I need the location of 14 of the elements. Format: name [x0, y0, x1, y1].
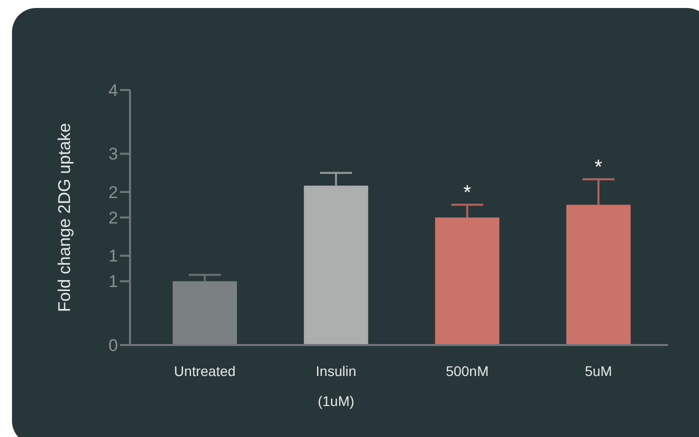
annotation: *	[463, 182, 472, 204]
x-tick-label: 5uM	[584, 363, 612, 379]
y-tick-label: 0	[108, 336, 118, 355]
annotation: *	[594, 156, 603, 178]
x-tick-label: Untreated	[174, 363, 236, 379]
y-tick-label: 2	[108, 182, 118, 202]
y-tick-label: 1	[108, 246, 118, 266]
y-tick-label: 1	[108, 272, 118, 292]
y-axis-title: Fold change 2DG uptake	[55, 122, 74, 312]
y-tick-label: 4	[108, 80, 118, 100]
y-tick-label: 3	[108, 144, 118, 164]
x-tick-label: Insulin (1uM)	[316, 363, 356, 409]
x-tick-label: 500nM	[446, 363, 489, 379]
y-tick-label: 2	[108, 208, 118, 228]
